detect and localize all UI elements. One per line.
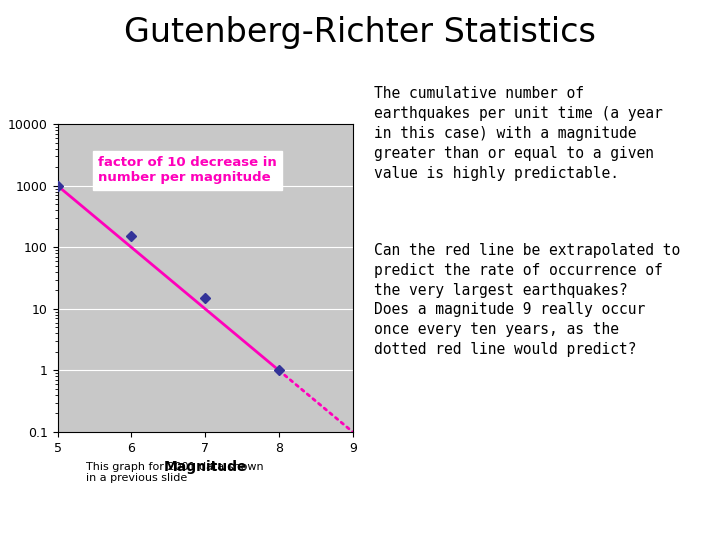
Text: factor of 10 decrease in
number per magnitude: factor of 10 decrease in number per magn…	[98, 157, 277, 184]
Text: This graph for 2001 data shown
in a previous slide: This graph for 2001 data shown in a prev…	[86, 462, 264, 483]
Y-axis label: cumulative number: cumulative number	[0, 210, 2, 346]
Text: Can the red line be extrapolated to
predict the rate of occurrence of
the very l: Can the red line be extrapolated to pred…	[374, 243, 680, 357]
Text: Gutenberg-Richter Statistics: Gutenberg-Richter Statistics	[124, 16, 596, 49]
Text: The cumulative number of
earthquakes per unit time (a year
in this case) with a : The cumulative number of earthquakes per…	[374, 86, 663, 180]
X-axis label: Magnitude: Magnitude	[163, 460, 247, 474]
